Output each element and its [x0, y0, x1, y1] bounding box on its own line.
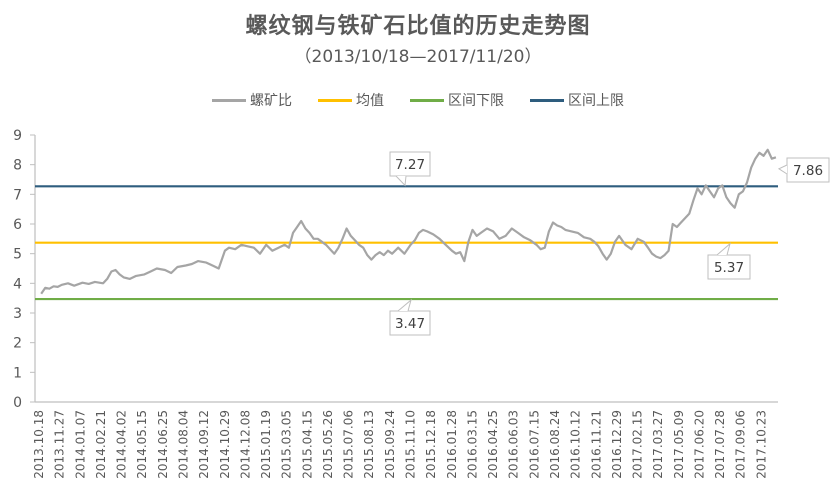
- upper-bound-callout-box: [389, 151, 431, 177]
- x-tick-label: 2015.03.05: [280, 410, 294, 479]
- legend-swatch-lower: [410, 98, 444, 102]
- x-tick-label: 2015.09.24: [383, 410, 397, 479]
- y-tick-label: 0: [13, 395, 22, 411]
- x-tick-label: 2017.07.28: [713, 410, 727, 479]
- x-tick-label: 2014.02.21: [94, 410, 108, 479]
- legend-item-mean: 均值: [318, 90, 384, 110]
- legend-swatch-ratio: [212, 98, 246, 102]
- x-tick-label: 2017.10.23: [754, 410, 768, 479]
- x-tick-label: 2016.11.21: [589, 410, 603, 479]
- x-tick-label: 2016.08.24: [548, 410, 562, 479]
- x-tick-label: 2016.10.12: [569, 410, 583, 479]
- y-tick-label: 4: [13, 276, 22, 292]
- x-tick-label: 2014.05.15: [135, 410, 149, 479]
- lower-bound-callout-label: 3.47: [395, 316, 425, 332]
- mean-callout-label: 5.37: [714, 260, 744, 276]
- legend-label: 螺矿比: [250, 93, 292, 109]
- upper-bound-callout-label: 7.27: [395, 157, 425, 173]
- x-tick-label: 2014.09.12: [197, 410, 211, 479]
- x-tick-label: 2015.08.13: [362, 410, 376, 479]
- last-value-callout-label: 7.86: [793, 163, 823, 179]
- x-tick-label: 2017.05.09: [672, 410, 686, 479]
- x-tick-label: 2017.02.15: [631, 410, 645, 479]
- x-tick-label: 2015.12.18: [424, 410, 438, 479]
- legend-swatch-upper: [530, 98, 564, 102]
- mean-callout-pointer: [716, 242, 731, 256]
- mean-callout-box: [707, 254, 751, 280]
- x-tick-label: 2014.06.25: [156, 410, 170, 479]
- legend-item-ratio: 螺矿比: [212, 90, 292, 110]
- x-tick-label: 2015.04.15: [300, 410, 314, 479]
- legend-label: 区间上限: [568, 93, 624, 109]
- lower-bound-callout-pointer: [397, 298, 412, 312]
- chart-legend: 螺矿比 均值 区间下限 区间上限: [0, 90, 836, 110]
- chart-title: 螺纹钢与铁矿石比值的历史走势图: [245, 14, 591, 39]
- upper-bound-callout-pointer: [395, 175, 407, 187]
- x-tick-label: 2013.11.27: [53, 410, 67, 479]
- x-tick-label: 2015.11.10: [404, 410, 418, 479]
- y-tick-label: 5: [13, 247, 22, 263]
- y-tick-label: 7: [13, 187, 22, 203]
- y-tick-label: 3: [13, 306, 22, 322]
- legend-label: 区间下限: [448, 93, 504, 109]
- legend-label: 均值: [356, 93, 384, 109]
- legend-item-lower: 区间下限: [410, 90, 504, 110]
- x-tick-label: 2015.01.19: [259, 410, 273, 479]
- x-tick-label: 2014.10.29: [218, 410, 232, 479]
- x-tick-label: 2014.01.07: [73, 410, 87, 479]
- x-tick-label: 2014.08.04: [176, 410, 190, 479]
- x-tick-label: 2014.04.02: [115, 410, 129, 479]
- x-tick-label: 2016.01.28: [445, 410, 459, 479]
- last-value-callout-pointer: [777, 164, 788, 175]
- x-tick-label: 2014.12.08: [238, 410, 252, 479]
- x-tick-label: 2016.12.29: [610, 410, 624, 479]
- y-tick-label: 9: [13, 128, 22, 144]
- lower-bound-callout-box: [389, 310, 431, 336]
- legend-swatch-mean: [318, 98, 352, 102]
- x-tick-label: 2016.07.15: [527, 410, 541, 479]
- x-tick-label: 2017.03.27: [651, 410, 665, 479]
- x-tick-label: 2017.09.06: [734, 410, 748, 479]
- x-tick-label: 2015.07.06: [342, 410, 356, 479]
- y-tick-label: 8: [13, 158, 22, 174]
- x-tick-label: 2013.10.18: [32, 410, 46, 479]
- x-tick-label: 2015.05.26: [321, 410, 335, 479]
- x-tick-label: 2016.04.25: [486, 410, 500, 479]
- chart-subtitle: （2013/10/18—2017/11/20）: [294, 47, 542, 67]
- x-tick-label: 2016.03.15: [465, 410, 479, 479]
- y-tick-label: 1: [13, 365, 22, 381]
- y-tick-label: 6: [13, 217, 22, 233]
- x-tick-label: 2016.06.03: [507, 410, 521, 479]
- ratio-series-line: [40, 148, 777, 295]
- x-tick-label: 2017.06.20: [692, 410, 706, 479]
- legend-item-upper: 区间上限: [530, 90, 624, 110]
- y-tick-label: 2: [13, 336, 22, 352]
